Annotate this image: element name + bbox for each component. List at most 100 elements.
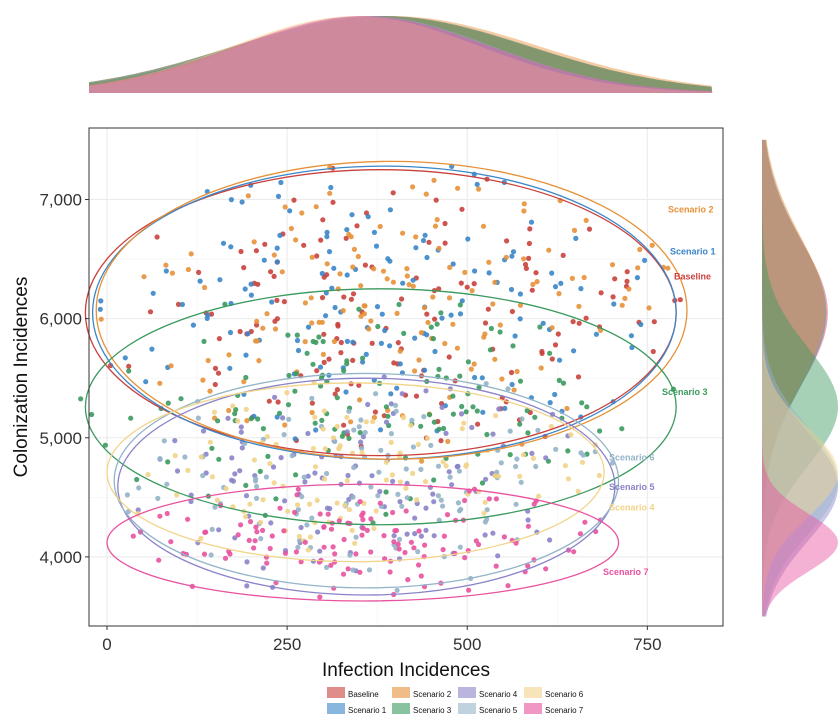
scatter-point xyxy=(649,242,655,248)
scatter-point xyxy=(579,400,585,406)
scatter-point xyxy=(519,416,525,422)
scatter-point xyxy=(336,518,342,524)
scatter-point xyxy=(122,355,128,361)
scatter-point xyxy=(251,239,257,245)
scatter-point xyxy=(444,511,451,518)
scatter-point xyxy=(371,414,377,421)
scatter-point xyxy=(295,486,301,492)
legend-label: Scenario 7 xyxy=(545,706,584,715)
scatter-point xyxy=(200,377,206,383)
scatter-point xyxy=(375,323,381,330)
scatter-point xyxy=(264,560,270,566)
scatter-point xyxy=(379,311,385,317)
scatter-point xyxy=(292,436,298,442)
scatter-point xyxy=(274,245,280,251)
scatter-point xyxy=(294,492,300,498)
scatter-point xyxy=(459,426,465,432)
scatter-point xyxy=(161,438,167,444)
scatter-point xyxy=(413,393,420,399)
scatter-point xyxy=(202,529,208,536)
scatter-point xyxy=(547,350,553,356)
scatter-point xyxy=(512,333,518,339)
ellipse-label: Scenario 5 xyxy=(609,482,655,492)
scatter-point xyxy=(390,509,396,516)
scatter-point xyxy=(622,295,628,301)
scatter-point xyxy=(483,381,489,387)
scatter-point xyxy=(309,400,315,406)
scatter-point xyxy=(286,372,292,379)
scatter-point xyxy=(435,493,441,499)
scatter-point xyxy=(293,472,299,478)
scatter-point xyxy=(238,429,244,435)
scatter-point xyxy=(403,485,409,491)
scatter-point xyxy=(239,445,245,451)
scatter-point xyxy=(227,329,234,336)
scatter-point xyxy=(432,223,439,229)
scatter-point xyxy=(596,472,603,479)
scatter-point xyxy=(421,305,428,311)
scatter-point xyxy=(576,303,582,309)
scatter-point xyxy=(150,290,156,296)
scatter-point xyxy=(436,366,442,372)
scatter-point xyxy=(390,478,396,484)
legend-swatch xyxy=(327,703,345,714)
scatter-point xyxy=(232,411,238,417)
scatter-point xyxy=(401,330,407,336)
scatter-point xyxy=(232,535,238,541)
scatter-point xyxy=(351,246,357,252)
scatter-point xyxy=(569,275,576,281)
scatter-point xyxy=(327,190,333,196)
scatter-point xyxy=(228,477,235,483)
scatter-point xyxy=(412,368,418,374)
scatter-point xyxy=(457,544,463,550)
scatter-point xyxy=(457,373,463,379)
ellipse-label: Baseline xyxy=(674,271,711,281)
scatter-point xyxy=(197,278,203,284)
scatter-point xyxy=(324,505,330,511)
scatter-point xyxy=(318,237,324,243)
scatter-point xyxy=(198,535,204,542)
scatter-point xyxy=(362,262,368,268)
scatter-point xyxy=(418,573,424,579)
scatter-point xyxy=(286,416,292,422)
scatter-point xyxy=(468,366,474,372)
scatter-point xyxy=(168,363,174,369)
scatter-point xyxy=(336,445,342,451)
scatter-point xyxy=(384,276,390,282)
scatter-point xyxy=(328,562,334,568)
scatter-point xyxy=(439,401,445,407)
confidence-ellipses xyxy=(84,160,688,602)
scatter-point xyxy=(293,237,299,243)
scatter-point xyxy=(174,468,181,474)
scatter-point xyxy=(492,473,498,479)
scatter-point xyxy=(274,297,280,303)
scatter-point xyxy=(260,527,266,534)
right-density-area xyxy=(762,139,838,617)
scatter-point xyxy=(243,493,250,499)
scatter-point xyxy=(424,311,430,317)
scatter-point xyxy=(422,232,428,238)
scatter-point xyxy=(348,234,354,240)
scatter-point xyxy=(442,240,448,246)
scatter-point xyxy=(524,408,530,414)
scatter-point xyxy=(433,197,439,203)
scatter-point xyxy=(418,466,424,472)
scatter-point xyxy=(369,473,375,479)
scatter-point xyxy=(355,253,361,260)
ellipse-label: Scenario 7 xyxy=(603,567,649,577)
scatter-point xyxy=(418,423,424,429)
scatter-point xyxy=(368,484,374,490)
scatter-point xyxy=(373,508,379,514)
scatter-point xyxy=(440,459,446,465)
scatter-point xyxy=(560,380,567,386)
scatter-point xyxy=(216,456,222,462)
scatter-point xyxy=(124,492,130,498)
scatter-point xyxy=(212,381,218,388)
scatter-point xyxy=(278,455,284,461)
scatter-point xyxy=(359,445,365,451)
scatter-point xyxy=(309,395,315,401)
scatter-point xyxy=(486,496,492,502)
scatter-point xyxy=(410,444,416,450)
scatter-point xyxy=(441,425,447,432)
scatter-point xyxy=(253,476,259,482)
